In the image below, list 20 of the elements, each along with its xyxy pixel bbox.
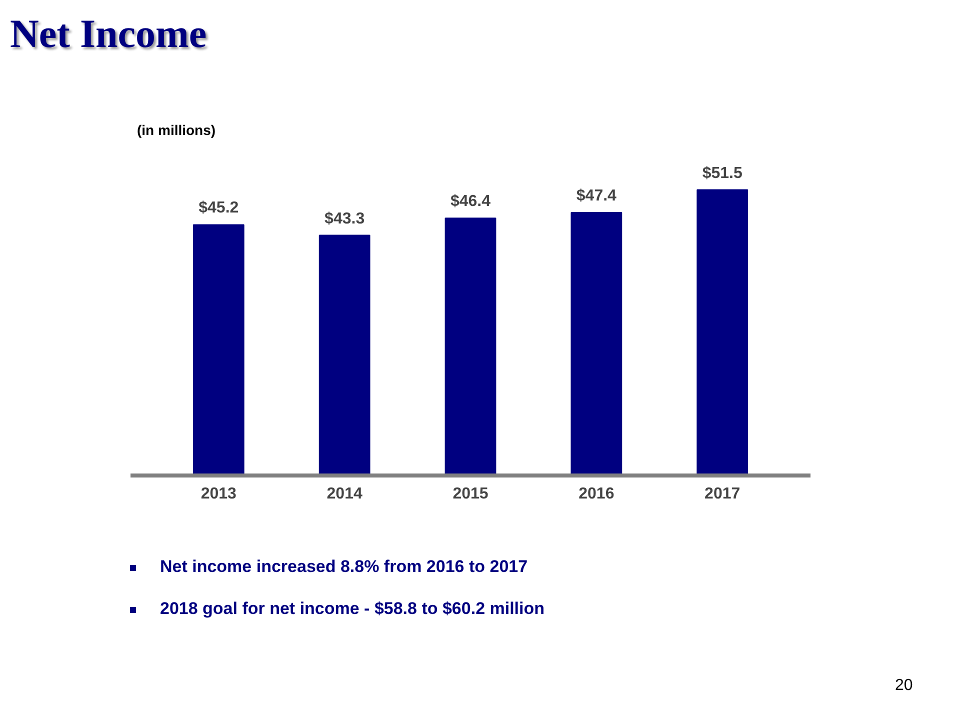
- data-label: $45.2: [198, 200, 239, 217]
- data-label: $43.3: [324, 210, 365, 228]
- bar: [444, 218, 496, 476]
- x-tick-label: 2014: [326, 486, 362, 502]
- text: 2018 goal for net income - $58.8 to $60.2 million: [159, 598, 545, 620]
- chart-subtitle: (in millions): [137, 121, 216, 140]
- text: 20: [895, 676, 913, 696]
- x-tick-label: 2013: [200, 486, 237, 502]
- data-label: $47.4: [576, 188, 617, 205]
- x-tick-label: 2016: [578, 486, 614, 502]
- x-tick-label: 2017: [704, 486, 740, 502]
- chart-title: Net Income: [10, 10, 207, 58]
- bar: [696, 189, 748, 476]
- bar: [570, 212, 622, 476]
- data-label: $51.5: [702, 164, 742, 182]
- bar: [318, 234, 370, 476]
- text: Net income increased 8.8% from 2016 to 2017: [159, 556, 529, 578]
- bar: [192, 224, 244, 476]
- x-tick-label: 2015: [452, 486, 488, 502]
- data-label: $46.4: [450, 193, 491, 210]
